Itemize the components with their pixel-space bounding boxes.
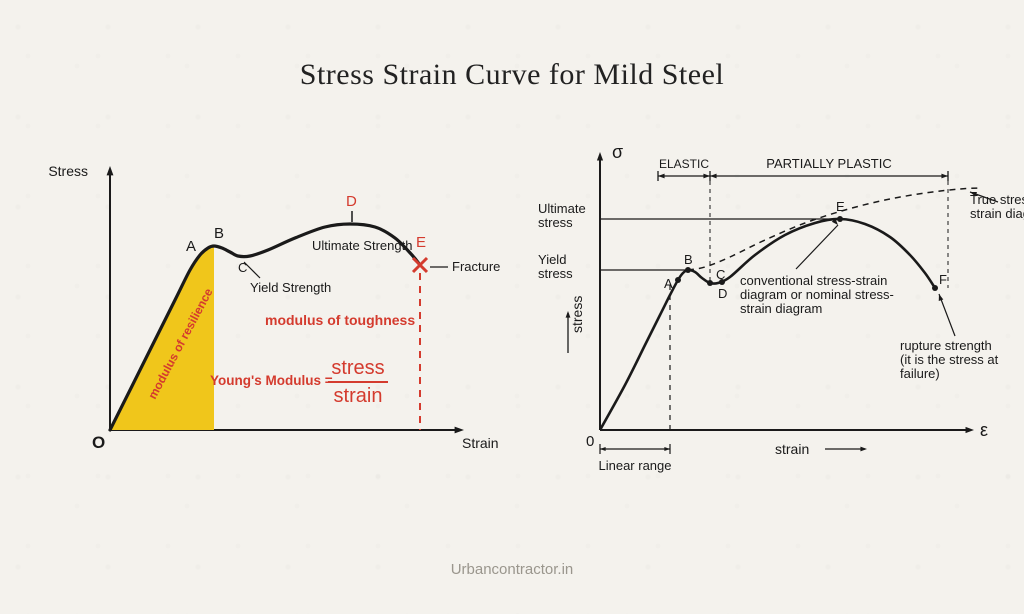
linear-range-label: Linear range [599,458,672,473]
left-chart-svg: ABCDEStressStrainOYield StrengthUltimate… [40,130,480,490]
fracture-label: Fracture [452,259,500,274]
origin-label-right: 0 [586,433,594,450]
svg-text:B: B [684,252,693,267]
svg-text:C: C [238,260,247,275]
svg-text:C: C [716,267,725,282]
ultimate-strength-label: Ultimate Strength [312,238,412,253]
svg-text:Yieldstress: Yieldstress [538,252,573,281]
watermark: Urbancontractor.in [0,561,1024,578]
yield-strength-label: Yield Strength [250,280,331,295]
epsilon-symbol: ε [980,420,988,440]
x-axis-label-right: strain [775,441,809,457]
svg-text:Ultimatestress: Ultimatestress [538,201,586,230]
point-d-label: D [346,193,357,210]
svg-text:conventional stress-straindiag: conventional stress-straindiagram or nom… [740,273,894,316]
svg-text:E: E [836,199,845,214]
svg-text:True stress-strain diagram: True stress-strain diagram [970,192,1024,221]
y-axis-label: Stress [48,163,88,179]
x-axis-label: Strain [462,435,499,451]
plastic-label: PARTIALLY PLASTIC [766,156,891,171]
svg-text:rupture strength(it is the str: rupture strength(it is the stress atfail… [900,338,999,381]
youngs-modulus-label: Young's Modulus = [210,373,333,388]
right-chart-svg: AB CD E Fσ ε 0 stress strain Linear range ELASTIC… [530,120,1010,500]
svg-text:A: A [664,276,673,291]
svg-text:B: B [214,225,224,242]
svg-text:E: E [416,234,426,251]
toughness-label: modulus of toughness [265,312,415,328]
right-chart-panel: AB CD E Fσ ε 0 stress strain Linear range ELASTIC… [530,120,1010,500]
y-axis-label-right: stress [569,296,585,333]
left-chart-panel: ABCDEStressStrainOYield StrengthUltimate… [40,130,480,490]
svg-text:D: D [718,286,727,301]
elastic-label: ELASTIC [659,157,709,171]
origin-label: O [92,433,105,452]
conventional-curve [600,219,935,430]
youngs-numer: stress [331,357,384,379]
svg-text:F: F [939,272,947,287]
page-title: Stress Strain Curve for Mild Steel [0,58,1024,92]
youngs-denom: strain [334,385,383,407]
svg-text:A: A [186,238,196,255]
sigma-symbol: σ [612,142,623,162]
